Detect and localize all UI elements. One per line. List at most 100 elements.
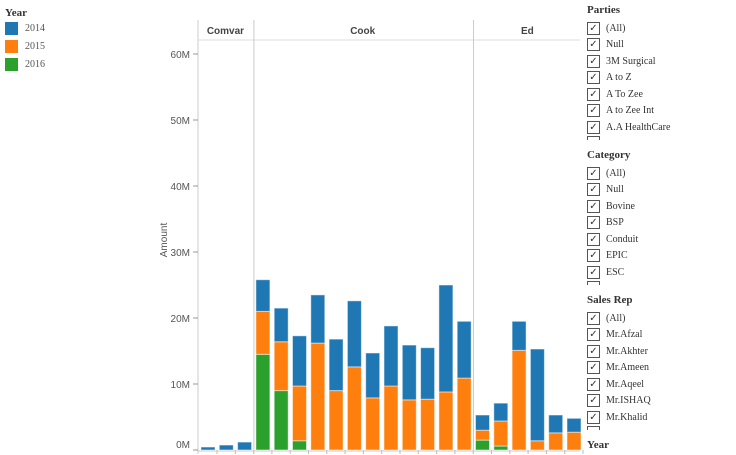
bar-comvar-1-2014[interactable] [200, 446, 216, 451]
filter-option[interactable]: ✓ Null [587, 182, 736, 199]
bar-cook-2-2014[interactable] [273, 307, 289, 343]
filter-option-label: BSP [606, 217, 624, 229]
y-tick-label: 30M [171, 248, 190, 259]
bar-cook-7-2014[interactable] [365, 352, 381, 399]
bar-comvar-3-2014[interactable] [237, 441, 253, 451]
bar-cook-8-2014[interactable] [383, 325, 399, 387]
bar-cook-11-2014[interactable] [438, 284, 454, 393]
checkbox-checked-icon[interactable]: ✓ [587, 183, 600, 197]
bar-ed-2-2015[interactable] [493, 420, 509, 447]
filter-option-label: Conduit [606, 233, 639, 245]
bar-cook-2-2015[interactable] [273, 341, 289, 392]
filter-option[interactable]: ✓ Mr.Ameen [587, 360, 736, 377]
filter-option[interactable]: ✓ BSP [587, 215, 736, 232]
filter-option[interactable]: ✓ (All) [587, 20, 736, 37]
checkbox-checked-icon[interactable]: ✓ [587, 166, 600, 180]
checkbox-checked-icon[interactable]: ✓ [587, 410, 600, 424]
bar-ed-1-2016[interactable] [475, 439, 490, 451]
legend-item-2014[interactable]: 2014 [5, 19, 45, 37]
legend-label: 2015 [25, 40, 45, 52]
bar-cook-1-2014[interactable] [255, 279, 271, 312]
bar-cook-7-2015[interactable] [365, 397, 381, 451]
legend-item-2016[interactable]: 2016 [5, 55, 45, 73]
bar-cook-2-2016[interactable] [273, 390, 289, 451]
bar-cook-6-2014[interactable] [346, 300, 362, 368]
checkbox-checked-icon[interactable]: ✓ [587, 394, 600, 408]
bar-cook-1-2015[interactable] [255, 310, 271, 355]
filter-option-label: (All) [606, 312, 626, 324]
bar-cook-1-2016[interactable] [255, 353, 271, 451]
checkbox-checked-icon[interactable]: ✓ [587, 216, 600, 230]
bar-comvar-2-2014[interactable] [218, 444, 234, 451]
y-tick-label: 10M [171, 380, 190, 391]
bar-ed-3-2015[interactable] [511, 349, 527, 451]
bar-cook-3-2014[interactable] [292, 335, 307, 387]
bar-cook-6-2015[interactable] [346, 366, 362, 451]
checkbox-checked-icon[interactable]: ✓ [587, 328, 600, 342]
bar-ed-2-2016[interactable] [493, 445, 509, 451]
bar-cook-10-2015[interactable] [420, 398, 436, 451]
filter-option[interactable]: ✓ Bovine [587, 198, 736, 215]
legend-item-2015[interactable]: 2015 [5, 37, 45, 55]
bar-cook-4-2015[interactable] [310, 342, 326, 451]
checkbox-checked-icon[interactable]: ✓ [587, 199, 600, 213]
bar-cook-9-2014[interactable] [401, 344, 417, 401]
bar-ed-6-2015[interactable] [566, 431, 582, 451]
bar-ed-4-2014[interactable] [529, 348, 545, 442]
filter-option[interactable]: ✓ 3M Surgical [587, 53, 736, 70]
filter-option[interactable]: ✓ ESC [587, 264, 736, 281]
filter-option[interactable]: ✓ Null [587, 37, 736, 54]
filter-option[interactable]: ✓ Mr.Khalid [587, 409, 736, 426]
checkbox-checked-icon[interactable]: ✓ [587, 21, 600, 35]
filter-option[interactable]: ✓ A To Zee [587, 86, 736, 103]
bar-cook-12-2014[interactable] [456, 320, 472, 379]
filter-option-label: (All) [606, 167, 626, 179]
filter-option[interactable]: ✓ Mr.Akhter [587, 343, 736, 360]
checkbox-checked-icon[interactable]: ✓ [587, 38, 600, 52]
bar-ed-1-2015[interactable] [475, 429, 490, 441]
checkbox-checked-icon[interactable]: ✓ [587, 311, 600, 325]
bar-ed-3-2014[interactable] [511, 320, 527, 351]
filter-sales-rep: Sales Rep ✓ (All) ✓ Mr.Afzal ✓ Mr.Akhter ✓ Mr.Am… [587, 290, 736, 435]
bar-cook-5-2014[interactable] [328, 338, 344, 392]
filter-option-label: Null [606, 39, 624, 51]
bar-cook-4-2014[interactable] [310, 294, 326, 344]
filter-option[interactable]: ✓ Mr.ISHAQ [587, 393, 736, 410]
y-tick-label: 60M [171, 50, 190, 61]
bar-ed-1-2014[interactable] [475, 414, 490, 431]
filter-option[interactable]: ✓ Mr.Afzal [587, 327, 736, 344]
bar-cook-11-2015[interactable] [438, 391, 454, 451]
filter-option[interactable]: ✓ A to Zee Int [587, 103, 736, 120]
filter-option[interactable]: ✓ Conduit [587, 231, 736, 248]
checkbox-checked-icon[interactable]: ✓ [587, 361, 600, 375]
checkbox-checked-icon[interactable]: ✓ [587, 120, 600, 134]
bar-cook-3-2015[interactable] [292, 385, 307, 442]
checkbox-checked-icon[interactable]: ✓ [587, 71, 600, 85]
bar-cook-5-2015[interactable] [328, 390, 344, 451]
filter-option[interactable]: ✓ (All) [587, 165, 736, 182]
bar-cook-12-2015[interactable] [456, 377, 472, 451]
bar-cook-3-2016[interactable] [292, 440, 307, 451]
bar-ed-5-2015[interactable] [548, 432, 564, 451]
bar-cook-8-2015[interactable] [383, 385, 399, 451]
filter-parties: Parties ✓ (All) ✓ Null ✓ 3M Surgical ✓ A to Z ✓ A … [587, 0, 736, 145]
checkbox-checked-icon[interactable]: ✓ [587, 54, 600, 68]
bar-ed-6-2014[interactable] [566, 417, 582, 433]
filter-option[interactable]: ✓ A to Z [587, 70, 736, 87]
filter-option[interactable]: ✓ Mr.Aqeel [587, 376, 736, 393]
bar-ed-5-2014[interactable] [548, 414, 564, 434]
checkbox-checked-icon[interactable]: ✓ [587, 87, 600, 101]
checkbox-checked-icon[interactable]: ✓ [587, 249, 600, 263]
filter-option[interactable]: ✓ EPIC [587, 248, 736, 265]
checkbox-checked-icon[interactable]: ✓ [587, 377, 600, 391]
filter-option[interactable]: ✓ A.A HealthCare [587, 119, 736, 136]
bar-cook-9-2015[interactable] [401, 399, 417, 451]
bar-cook-10-2014[interactable] [420, 347, 436, 400]
checkbox-checked-icon[interactable]: ✓ [587, 344, 600, 358]
bar-ed-2-2014[interactable] [493, 402, 509, 422]
filter-option[interactable]: ✓ (All) [587, 310, 736, 327]
checkbox-checked-icon[interactable]: ✓ [587, 104, 600, 118]
bar-ed-4-2015[interactable] [529, 440, 545, 451]
checkbox-checked-icon[interactable]: ✓ [587, 265, 600, 279]
checkbox-checked-icon[interactable]: ✓ [587, 232, 600, 246]
